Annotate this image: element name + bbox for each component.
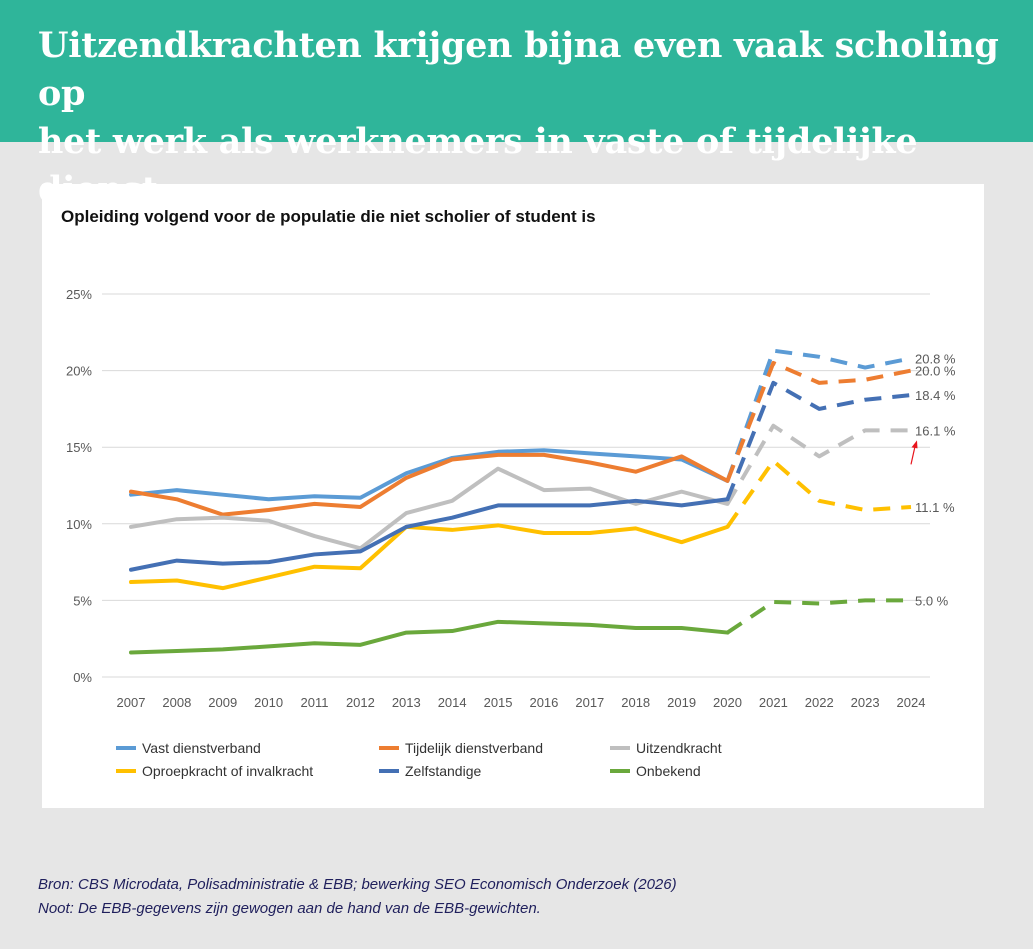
end-label: 11.1 %	[915, 500, 955, 515]
series-line-projected-tijdelijk-dienstverband	[725, 360, 912, 482]
gridlines	[102, 293, 930, 678]
x-tick-label: 2007	[117, 695, 146, 710]
x-tick-label: 2015	[484, 695, 513, 710]
x-tick-label: 2016	[529, 695, 558, 710]
x-tick-label: 2011	[301, 695, 329, 710]
end-label: 18.4 %	[915, 388, 956, 403]
x-tick-label: 2024	[897, 695, 926, 710]
source-note: Bron: CBS Microdata, Polisadministratie …	[38, 876, 677, 893]
series-line-projected-oproepkracht-of-invalkracht	[725, 458, 912, 529]
y-tick-label: 10%	[66, 517, 92, 532]
y-tick-label: 15%	[66, 440, 92, 455]
legend-label: Vast dienstverband	[142, 740, 261, 756]
series-line-onbekend	[129, 619, 730, 655]
page-title: Uitzendkrachten krijgen bijna even vaak …	[38, 22, 1033, 214]
end-label: 20.8 %	[915, 351, 956, 366]
y-tick-label: 5%	[73, 593, 92, 608]
series-line-projected-vast-dienstverband	[725, 348, 912, 482]
x-tick-label: 2009	[208, 695, 237, 710]
legend-label: Zelfstandige	[405, 763, 481, 779]
x-tick-label: 2013	[392, 695, 421, 710]
y-tick-label: 25%	[66, 287, 92, 302]
legend-label: Tijdelijk dienstverband	[405, 740, 543, 756]
line-chart: Opleiding volgend voor de populatie die …	[61, 207, 956, 779]
legend: Vast dienstverband Tijdelijk dienstverban…	[116, 740, 722, 779]
series-line-vast-dienstverband	[129, 448, 730, 502]
end-labels: 20.8 %20.0 % 16.1 % 11.1 % 18.4 % 5.0 %	[915, 351, 956, 608]
legend-label: Uitzendkracht	[636, 740, 722, 756]
x-axis-ticks: 2007 2008 2009 2010 2011 2012 2013 2014 2015 2016…	[117, 695, 926, 710]
series-line-zelfstandige	[129, 497, 730, 572]
legend-label: Oproepkracht of invalkracht	[142, 763, 313, 779]
series-line-uitzendkracht	[129, 466, 730, 551]
series-lines	[129, 348, 912, 655]
annotation	[910, 440, 918, 465]
x-tick-label: 2022	[805, 695, 834, 710]
x-tick-label: 2012	[346, 695, 375, 710]
x-tick-label: 2008	[162, 695, 191, 710]
series-line-projected-zelfstandige	[725, 380, 912, 501]
end-label: 5.0 %	[915, 593, 949, 608]
x-tick-label: 2021	[759, 695, 788, 710]
series-line-projected-uitzendkracht	[725, 423, 911, 505]
series-line-tijdelijk-dienstverband	[129, 452, 730, 517]
series-line-oproepkracht-of-invalkracht	[129, 523, 730, 591]
x-tick-label: 2010	[254, 695, 283, 710]
page-title-line-2: het werk als werknemers in vaste of tijd…	[38, 121, 918, 210]
header-banner: Uitzendkrachten krijgen bijna even vaak …	[0, 0, 1033, 210]
chart-card: Opleiding volgend voor de populatie die …	[42, 184, 984, 808]
footnote: Noot: De EBB-gegevens zijn gewogen aan d…	[38, 900, 541, 917]
legend-label: Onbekend	[636, 763, 701, 779]
end-label: 20.0 %	[915, 364, 956, 379]
page-title-line-1: Uitzendkrachten krijgen bijna even vaak …	[38, 25, 999, 114]
end-label: 16.1 %	[915, 423, 956, 438]
y-tick-label: 20%	[66, 364, 92, 379]
x-tick-label: 2019	[667, 695, 696, 710]
x-tick-label: 2023	[851, 695, 880, 710]
annotation-arrow-head	[911, 440, 918, 449]
series-line-projected-onbekend	[726, 598, 911, 635]
x-tick-label: 2017	[575, 695, 604, 710]
y-tick-label: 0%	[73, 670, 92, 685]
y-axis-ticks: 0% 5% 10% 15% 20% 25%	[66, 287, 92, 685]
footer-notes: Bron: CBS Microdata, Polisadministratie …	[38, 873, 998, 921]
x-tick-label: 2018	[621, 695, 650, 710]
x-tick-label: 2020	[713, 695, 742, 710]
annotation-arrow-shaft	[910, 446, 916, 465]
chart-title: Opleiding volgend voor de populatie die …	[61, 207, 596, 226]
x-tick-label: 2014	[438, 695, 467, 710]
